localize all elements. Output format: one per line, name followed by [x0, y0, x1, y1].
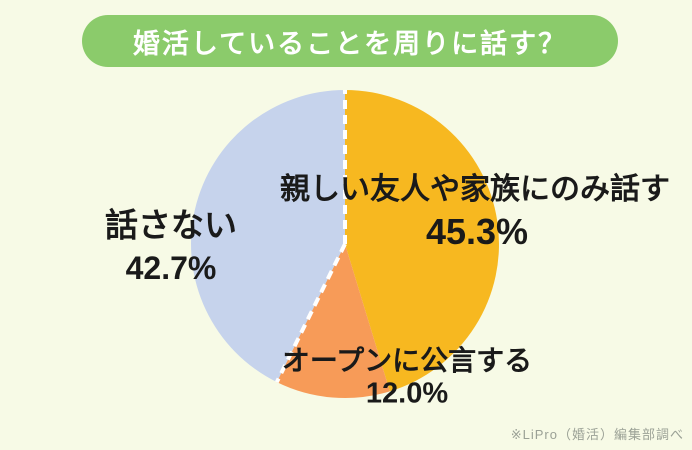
slice-value-dont-tell: 42.7%: [125, 250, 217, 286]
slice-label-open-about-it: オープンに公言する: [281, 345, 533, 376]
pie-slice-0: [345, 90, 499, 392]
chart-title: 婚活していることを周りに話す？: [132, 28, 568, 59]
pie-slice-2: [191, 90, 345, 383]
slice-label-close-friends: 親しい友人や家族にのみ話す: [280, 173, 670, 206]
slice-label-dont-tell: 話さない: [105, 206, 237, 244]
pie-slice-1: [276, 244, 390, 398]
slice-value-close-friends: 45.3%: [425, 211, 529, 252]
chart-title-banner: 婚活していることを周りに話す？: [82, 15, 618, 67]
slice-divider-dashed: [275, 243, 347, 383]
source-credit: ※LiPro（婚活）編集部調べ: [510, 427, 684, 442]
slice-value-open-about-it: 12.0%: [365, 377, 449, 410]
